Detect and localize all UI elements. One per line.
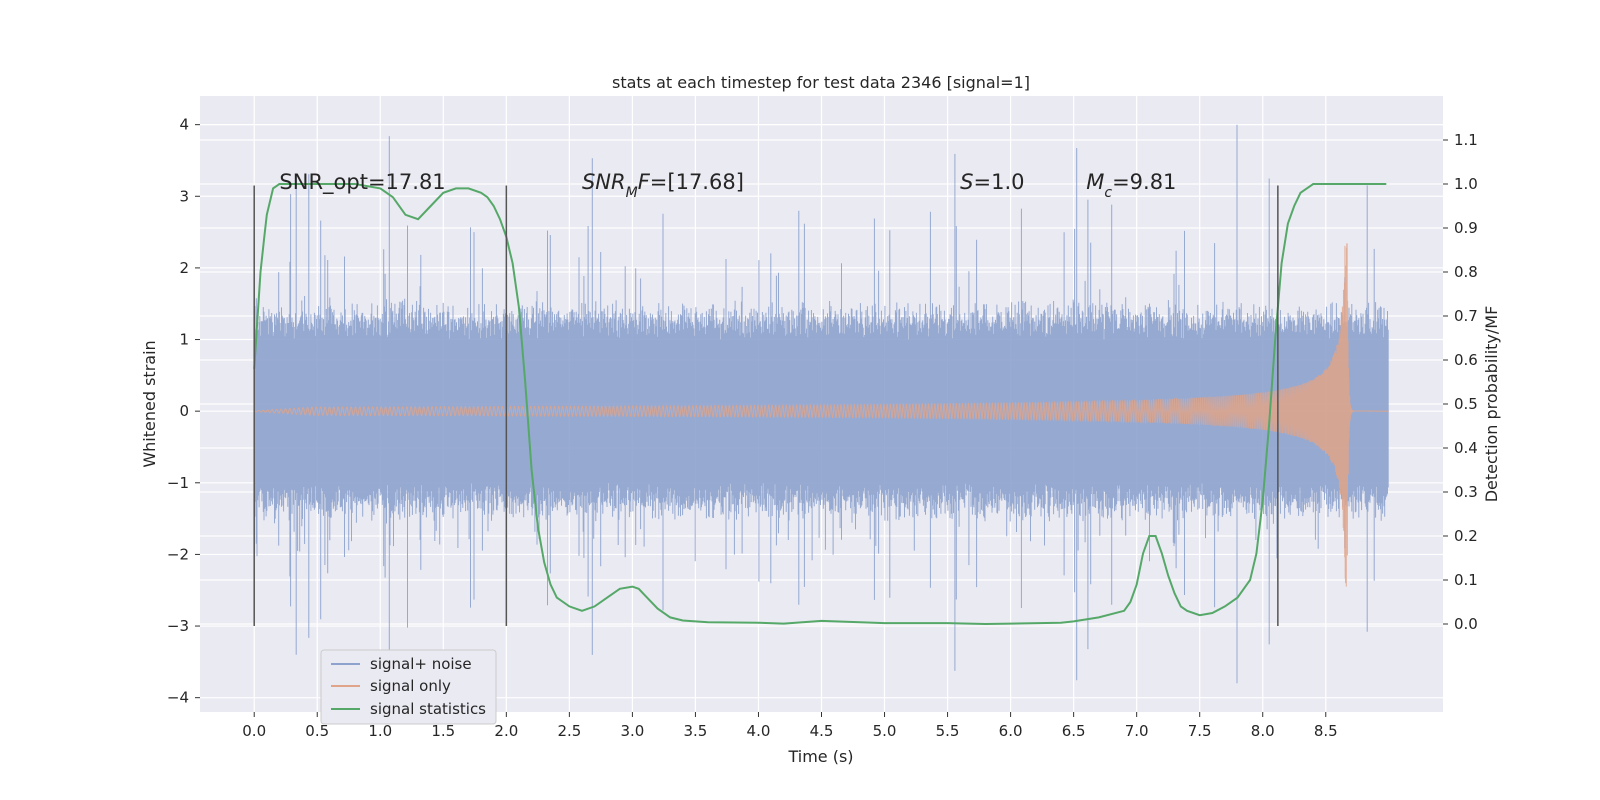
x-tick-label: 8.5 — [1314, 722, 1338, 740]
y2-tick-label: 0.2 — [1454, 527, 1478, 545]
x-tick-label: 5.5 — [936, 722, 960, 740]
series-signal-statistics — [253, 183, 1387, 626]
y2-tick-label: 0.3 — [1454, 483, 1478, 501]
annotation-s-value: S=1.0 — [960, 170, 1024, 194]
series-signal-only — [254, 243, 1389, 587]
y2-tick-label: 0.4 — [1454, 439, 1478, 457]
y2-tick-label: 0.1 — [1454, 571, 1478, 589]
y-tick-label: 2 — [179, 259, 189, 277]
x-tick-label: 6.0 — [999, 722, 1023, 740]
x-tick-label: 1.5 — [431, 722, 455, 740]
vertical-markers — [253, 185, 1279, 627]
y-tick-label: 4 — [179, 116, 189, 134]
x-tick-label: 4.5 — [810, 722, 834, 740]
x-tick-label: 6.5 — [1062, 722, 1086, 740]
x-tick-label: 3.5 — [684, 722, 708, 740]
x-tick-label: 0.0 — [242, 722, 266, 740]
x-tick-label: 8.0 — [1251, 722, 1275, 740]
y2-tick-label: 0.8 — [1454, 263, 1478, 281]
x-tick-label: 0.5 — [305, 722, 329, 740]
y-tick-label: −1 — [167, 474, 189, 492]
y-tick-label: −2 — [167, 545, 189, 563]
x-tick-label: 1.0 — [368, 722, 392, 740]
x-axis-label: Time (s) — [787, 747, 853, 766]
x-tick-label: 7.0 — [1125, 722, 1149, 740]
x-tick-label: 5.0 — [873, 722, 897, 740]
legend-box — [320, 649, 497, 725]
chart-title: stats at each timestep for test data 234… — [612, 73, 1030, 92]
x-tick-label: 3.0 — [620, 722, 644, 740]
annotation-mc-value: Mc=9.81 — [1086, 170, 1176, 201]
y-tick-label: −3 — [167, 617, 189, 635]
y2-tick-label: 0.7 — [1454, 307, 1478, 325]
x-tick-label: 7.5 — [1188, 722, 1212, 740]
y2-tick-label: 0.0 — [1454, 615, 1478, 633]
annotations: SNR_opt=17.81 SNRMF=[17.68] S=1.0 Mc=9.81 — [279, 170, 1176, 201]
y-axis-label: Whitened strain — [140, 340, 159, 467]
y2-tick-label: 1.1 — [1454, 131, 1478, 149]
x-tick-label: 4.0 — [747, 722, 771, 740]
y2-axis-label: Detection probability/MF — [1482, 306, 1501, 503]
y-tick-label: 0 — [179, 402, 189, 420]
y2-tick-label: 0.9 — [1454, 219, 1478, 237]
legend-label-signal-only: signal only — [370, 677, 451, 695]
x-tick-label: 2.5 — [557, 722, 581, 740]
y2-tick-label: 0.5 — [1454, 395, 1478, 413]
y2-tick-label: 1.0 — [1454, 175, 1478, 193]
legend-label-signal-noise: signal+ noise — [370, 655, 472, 673]
annotation-snr-opt: SNR_opt=17.81 — [279, 170, 445, 195]
y-tick-label: 1 — [179, 331, 189, 349]
y-tick-label: −4 — [167, 689, 189, 707]
ticks: 0.0 0.5 1.0 1.5 2.0 2.5 3.0 3.5 4.0 4.5 5.0 5.5 6.0 6… — [167, 116, 1478, 740]
annotation-snr-mf: SNRMF=[17.68] — [582, 170, 744, 201]
x-tick-label: 2.0 — [494, 722, 518, 740]
y2-tick-label: 0.6 — [1454, 351, 1478, 369]
y-tick-label: 3 — [179, 187, 189, 205]
legend-label-signal-statistics: signal statistics — [370, 700, 486, 718]
legend: signal+ noise signal only signal statist… — [320, 649, 497, 725]
